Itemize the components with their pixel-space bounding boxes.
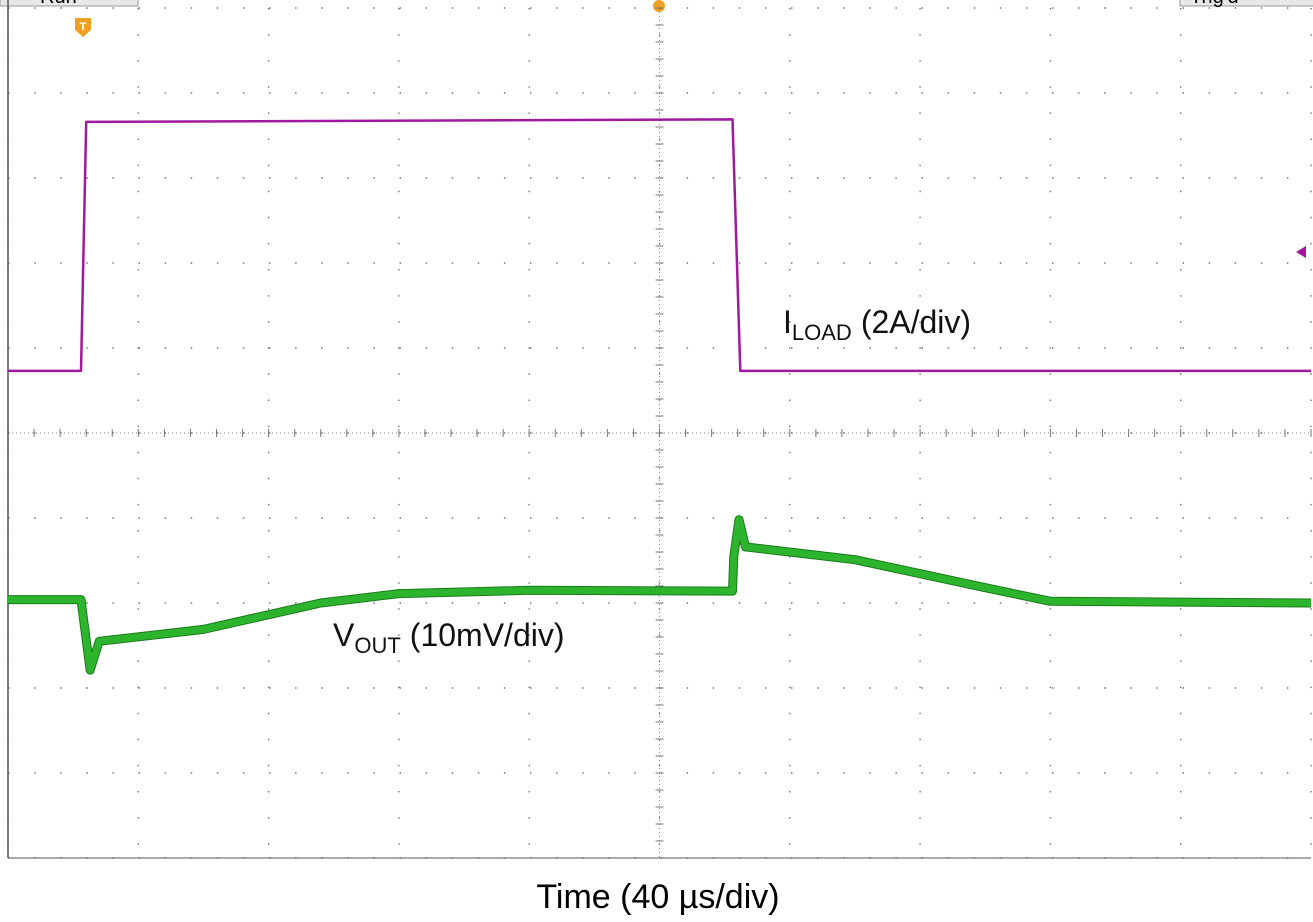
- label-scale: (10mV/div): [410, 617, 565, 653]
- label-main: V: [333, 617, 355, 653]
- trace: [8, 118, 1311, 373]
- channel-label: ILOAD (2A/div): [783, 304, 971, 345]
- label-scale: (2A/div): [861, 304, 971, 340]
- channel-label: VOUT (10mV/div): [333, 617, 565, 658]
- label-main: I: [783, 304, 792, 340]
- trigger-label: T: [80, 21, 87, 33]
- label-subscript: LOAD: [792, 320, 852, 345]
- label-subscript: OUT: [354, 633, 400, 658]
- status-box: [1179, 0, 1313, 7]
- trace: [8, 516, 1312, 674]
- trigger-position: [653, 0, 665, 12]
- ch-marker: [1296, 246, 1306, 258]
- trigger-marker: [75, 18, 91, 37]
- status-left: Run: [40, 0, 77, 8]
- x-axis-label: Time (40 µs/div): [536, 878, 779, 916]
- status-right: Trig'd: [1190, 0, 1239, 8]
- plot-area: [7, 0, 1312, 859]
- status-box: [0, 0, 139, 7]
